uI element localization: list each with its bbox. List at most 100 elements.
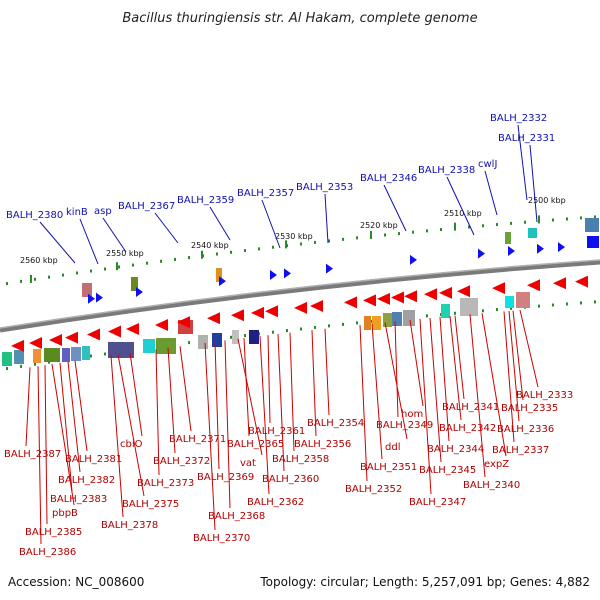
- gene-label-forward[interactable]: asp: [94, 206, 112, 217]
- gene-label-reverse[interactable]: BALH_2371: [169, 434, 226, 445]
- reverse-leader-line: [179, 346, 192, 432]
- gene-label-forward[interactable]: BALH_2346: [360, 173, 417, 184]
- gene-label-reverse[interactable]: BALH_2341: [442, 402, 499, 413]
- gene-label-reverse[interactable]: BALH_2362: [247, 497, 304, 508]
- gene-label-reverse[interactable]: BALH_2387: [4, 449, 61, 460]
- gene-label-forward[interactable]: cwlJ: [478, 159, 497, 170]
- scale-tick: [244, 249, 246, 253]
- gene-label-reverse[interactable]: ddl: [385, 442, 400, 453]
- reverse-leader-line: [74, 360, 88, 452]
- gene-label-forward[interactable]: BALH_2332: [490, 113, 547, 124]
- reverse-leader-line: [508, 310, 520, 422]
- gene-label-reverse[interactable]: BALH_2368: [208, 511, 265, 522]
- gene-label-reverse[interactable]: BALH_2342: [439, 423, 496, 434]
- forward-gene-arrow: [326, 263, 333, 274]
- scale-tick: [34, 362, 36, 366]
- accession-text: Accession: NC_008600: [8, 575, 144, 589]
- feature-box: [587, 236, 599, 248]
- reverse-leader-line: [384, 322, 408, 440]
- gene-label-reverse[interactable]: BALH_2356: [294, 439, 351, 450]
- gene-label-reverse[interactable]: BALH_2337: [492, 445, 549, 456]
- gene-label-forward[interactable]: BALH_2331: [498, 133, 555, 144]
- scale-tick: [230, 250, 232, 254]
- gene-label-reverse[interactable]: BALH_2340: [463, 480, 520, 491]
- gene-label-reverse[interactable]: BALH_2344: [427, 444, 484, 455]
- scale-label: 2540 kbp: [191, 241, 229, 250]
- scale-tick: [412, 230, 414, 234]
- scale-major-tick: [116, 262, 118, 271]
- reverse-gene-arrow: [87, 328, 100, 341]
- gene-label-reverse[interactable]: BALH_2351: [360, 462, 417, 473]
- gene-label-reverse[interactable]: BALH_2333: [516, 390, 573, 401]
- gene-label-reverse[interactable]: BALH_2354: [307, 418, 364, 429]
- gene-label-reverse[interactable]: hom: [401, 409, 423, 420]
- gene-label-reverse[interactable]: BALH_2385: [25, 527, 82, 538]
- reverse-leader-line: [243, 338, 250, 437]
- scale-tick: [482, 309, 484, 313]
- reverse-gene-labels: BALH_2333 BALH_2335 BALH_2336 BALH_2337 …: [4, 390, 573, 558]
- gene-label-reverse[interactable]: BALH_2369: [197, 472, 254, 483]
- gene-label-forward[interactable]: BALH_2357: [237, 188, 294, 199]
- feature-box: [232, 330, 239, 344]
- gene-label-reverse[interactable]: BALH_2370: [193, 533, 250, 544]
- gene-label-forward[interactable]: kinB: [66, 207, 88, 218]
- gene-label-forward[interactable]: BALH_2359: [177, 195, 234, 206]
- scale-tick: [62, 273, 64, 277]
- scale-tick: [216, 252, 218, 256]
- forward-leader-line: [209, 206, 231, 241]
- gene-label-reverse[interactable]: vat: [240, 458, 256, 469]
- reverse-leader-line: [419, 318, 432, 495]
- scale-tick: [594, 300, 596, 304]
- gene-label-reverse[interactable]: BALH_2372: [153, 456, 210, 467]
- gene-label-reverse[interactable]: BALH_2352: [345, 484, 402, 495]
- feature-box: [585, 218, 599, 232]
- reverse-leader-line: [117, 354, 145, 497]
- gene-label-forward[interactable]: BALH_2380: [6, 210, 63, 221]
- gene-label-reverse[interactable]: BALH_2336: [497, 424, 554, 435]
- scale-tick: [188, 256, 190, 260]
- scale-tick: [90, 269, 92, 273]
- gene-label-reverse[interactable]: BALH_2382: [58, 475, 115, 486]
- reverse-leader-line: [289, 332, 295, 452]
- scale-tick: [342, 237, 344, 241]
- scale-tick: [426, 314, 428, 318]
- gene-label-forward[interactable]: BALH_2353: [296, 182, 353, 193]
- feature-box: [82, 346, 90, 360]
- scale-tick: [174, 257, 176, 261]
- scale-tick: [356, 236, 358, 240]
- feature-box: [198, 335, 208, 349]
- gene-label-forward[interactable]: BALH_2367: [118, 201, 175, 212]
- gene-label-reverse[interactable]: pbpB: [52, 508, 78, 519]
- gene-label-reverse[interactable]: expZ: [484, 459, 509, 470]
- scale-tick: [538, 304, 540, 308]
- scale-tick: [104, 267, 106, 271]
- scale-tick: [314, 240, 316, 244]
- scale-tick: [272, 245, 274, 249]
- scale-tick: [482, 224, 484, 228]
- gene-label-reverse[interactable]: BALH_2383: [50, 494, 107, 505]
- gene-label-reverse[interactable]: BALH_2375: [122, 499, 179, 510]
- gene-label-reverse[interactable]: cbiO: [120, 439, 143, 450]
- gene-label-reverse[interactable]: BALH_2365: [227, 439, 284, 450]
- gene-label-forward[interactable]: BALH_2338: [418, 165, 475, 176]
- scale-major-tick: [454, 222, 456, 231]
- feature-box: [62, 348, 70, 362]
- reverse-leader-line: [469, 314, 486, 478]
- reverse-gene-arrow: [126, 322, 139, 335]
- scale-tick: [314, 325, 316, 329]
- gene-label-reverse[interactable]: BALH_2378: [101, 520, 158, 531]
- gene-label-reverse[interactable]: BALH_2347: [409, 497, 466, 508]
- gene-label-reverse[interactable]: BALH_2386: [19, 547, 76, 558]
- forward-leader-line: [484, 170, 498, 216]
- gene-label-reverse[interactable]: BALH_2361: [248, 426, 305, 437]
- gene-label-reverse[interactable]: BALH_2360: [262, 474, 319, 485]
- feature-box: [505, 296, 514, 308]
- reverse-leader-line: [267, 335, 271, 424]
- scale-tick: [510, 306, 512, 310]
- gene-label-reverse[interactable]: BALH_2345: [419, 465, 476, 476]
- scale-tick: [300, 242, 302, 246]
- gene-label-reverse[interactable]: BALH_2358: [272, 454, 329, 465]
- gene-label-reverse[interactable]: BALH_2335: [501, 403, 558, 414]
- gene-label-reverse[interactable]: BALH_2373: [137, 478, 194, 489]
- gene-label-reverse[interactable]: BALH_2381: [65, 454, 122, 465]
